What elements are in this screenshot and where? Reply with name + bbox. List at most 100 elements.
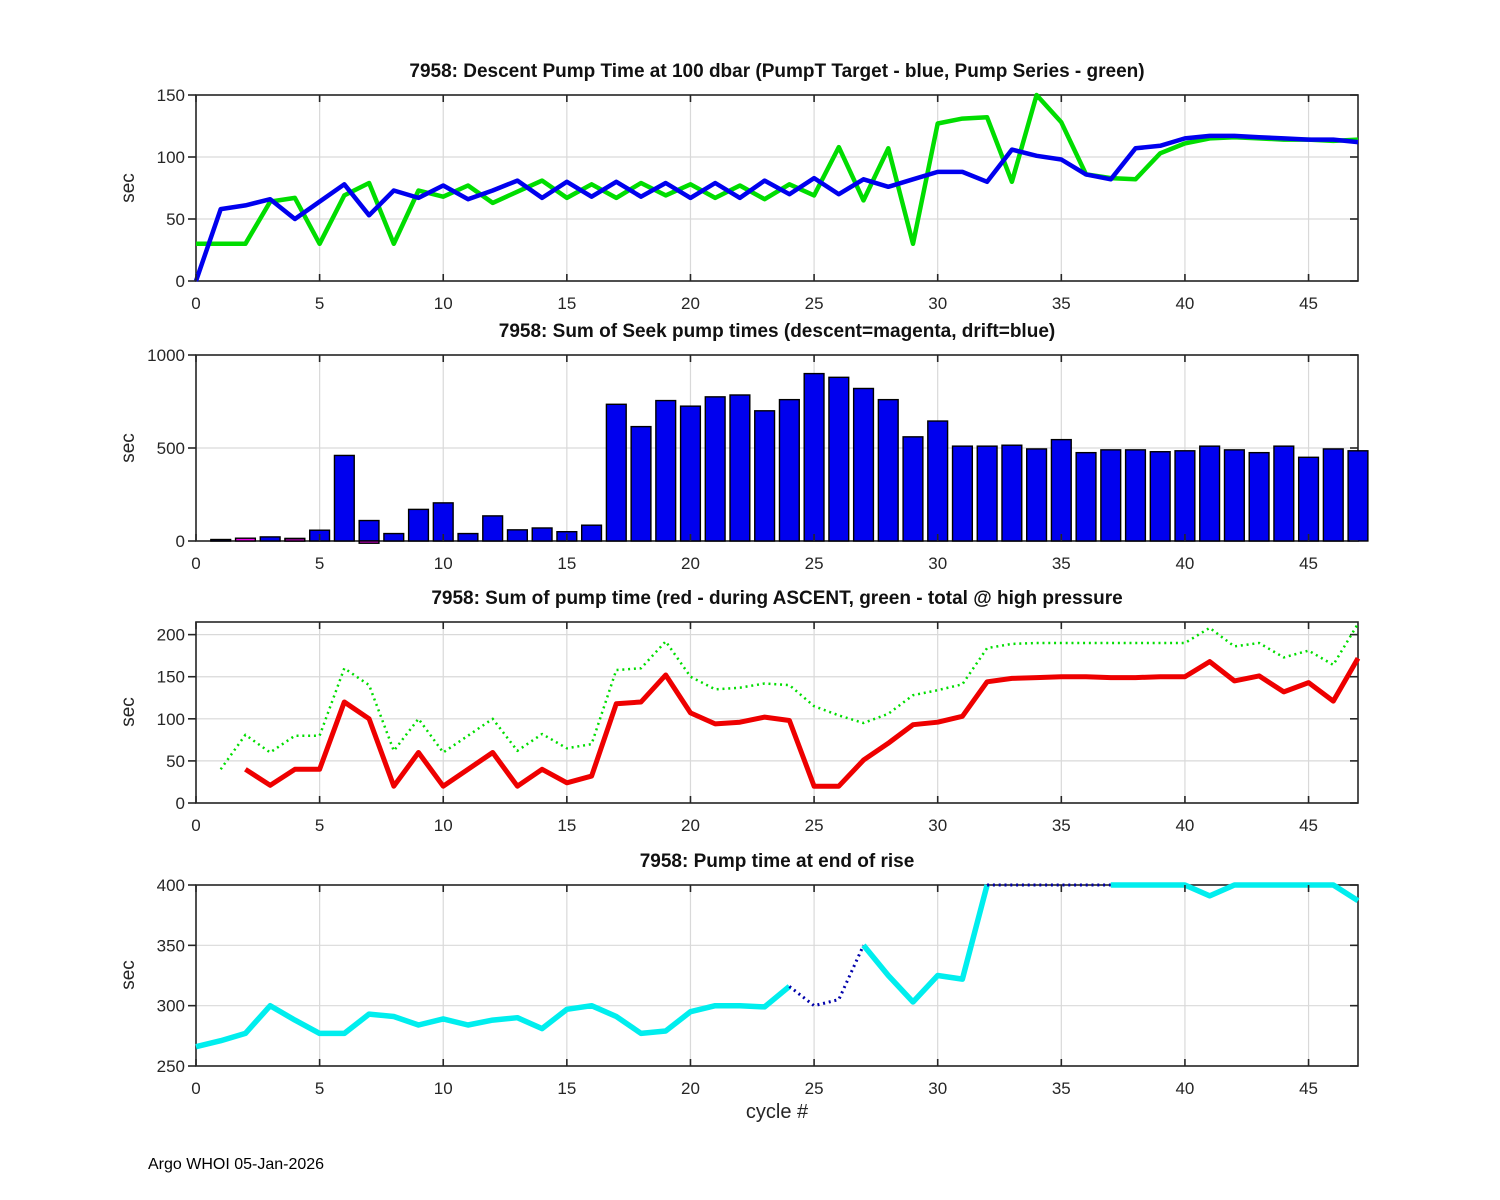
x-tick-label: 40: [1175, 554, 1194, 573]
x-tick-label: 45: [1299, 554, 1318, 573]
chart-3-title: 7958: Sum of pump time (red - during ASC…: [431, 588, 1123, 609]
x-tick-label: 0: [191, 1079, 200, 1098]
y-tick-label: 150: [157, 86, 185, 105]
x-tick-label: 25: [805, 554, 824, 573]
chart-2-title: 7958: Sum of Seek pump times (descent=ma…: [498, 321, 1056, 342]
y-tick-label: 1000: [147, 346, 185, 365]
drift-bars: [1223, 449, 1245, 542]
chart-4-title: 7958: Pump time at end of rise: [639, 851, 915, 872]
x-tick-label: 5: [315, 816, 324, 835]
drift-bars: [1026, 448, 1048, 542]
drift-bars: [1124, 449, 1147, 542]
x-tick-label: 45: [1299, 294, 1318, 313]
axes-box: [195, 884, 1359, 1067]
end-rise-solid-3: [1110, 882, 1360, 904]
pump-time-sum-chart: 0 5 10 15 20 25 30 35 40 45 0 50 100 150 200: [157, 621, 1361, 835]
drift-bars: [457, 532, 479, 542]
drift-bars: [333, 454, 355, 542]
x-tick-label: 20: [681, 554, 700, 573]
y-tick-label: 100: [157, 148, 185, 167]
drift-bars: [877, 398, 899, 542]
x-tick-label: 10: [434, 816, 453, 835]
drift-bars: [630, 425, 652, 542]
x-tick-label: 5: [315, 1079, 324, 1098]
drift-bars: [1297, 456, 1320, 542]
x-tick-label: 35: [1052, 1079, 1071, 1098]
y-tick-label: 0: [176, 272, 185, 291]
x-tick-label: 25: [805, 294, 824, 313]
drift-bars: [976, 445, 998, 542]
x-tick-label: 15: [557, 816, 576, 835]
drift-bars: [754, 410, 776, 542]
x-tick-label: 25: [805, 816, 824, 835]
x-tick-label: 40: [1175, 1079, 1194, 1098]
x-tick-label: 30: [928, 1079, 947, 1098]
x-tick-label: 45: [1299, 816, 1318, 835]
high-pressure-total-line: [219, 623, 1360, 771]
drift-bars: [1001, 444, 1023, 542]
x-tick-label: 5: [315, 554, 324, 573]
drift-bars: [729, 394, 751, 542]
drift-bars: [1174, 450, 1196, 542]
x-tick-label: 35: [1052, 554, 1071, 573]
x-tick-label: 5: [315, 294, 324, 313]
x-tick-label: 35: [1052, 816, 1071, 835]
y-tick-label: 300: [157, 997, 185, 1016]
x-tick-label: 25: [805, 1079, 824, 1098]
drift-bars: [704, 396, 726, 542]
drift-bars: [1248, 451, 1270, 542]
descent-bars: [358, 540, 380, 544]
drift-bars: [1149, 451, 1171, 542]
pumpt-target-line: [193, 133, 1359, 282]
drift-bars: [1273, 445, 1295, 542]
pump-series-line: [196, 92, 1359, 247]
seek-pump-times-chart: 0 5 10 15 20 25 30 35 40 45 0 500 1000: [147, 346, 1369, 573]
figure-footer: Argo WHOI 05-Jan-2026: [148, 1156, 325, 1173]
x-tick-label: 0: [191, 554, 200, 573]
x-tick-label: 40: [1175, 294, 1194, 313]
drift-bars: [407, 508, 430, 542]
drift-bars: [927, 420, 949, 542]
x-tick-label: 15: [557, 554, 576, 573]
end-rise-solid-2: [861, 884, 990, 1005]
drift-bars: [679, 405, 702, 542]
x-tick-label: 15: [557, 294, 576, 313]
drift-bars: [1347, 450, 1369, 542]
x-tick-label: 20: [681, 816, 700, 835]
descent-pump-time-chart: 0 5 10 15 20 25 30 35 40 45 0 50 100 150: [157, 86, 1359, 313]
x-tick-label: 40: [1175, 816, 1194, 835]
axes-box: [195, 94, 1359, 282]
end-of-rise-chart: 0 5 10 15 20 25 30 35 40 45 250 300 350 400: [157, 876, 1360, 1098]
drift-bars: [1322, 448, 1344, 542]
x-tick-label: 10: [434, 1079, 453, 1098]
drift-bars: [1199, 445, 1221, 542]
y-tick-label: 250: [157, 1057, 185, 1076]
drift-bars: [778, 398, 800, 542]
y-tick-label: 200: [157, 626, 185, 645]
x-tick-label: 30: [928, 294, 947, 313]
y-tick-label: 50: [166, 210, 185, 229]
drift-bars: [210, 538, 232, 542]
drift-bars: [531, 527, 553, 542]
end-rise-dotted-1: [788, 944, 865, 1008]
y-tick-label: 0: [176, 532, 185, 551]
drift-bars: [259, 536, 281, 542]
drift-bars: [358, 519, 380, 542]
x-tick-label: 20: [681, 294, 700, 313]
y-tick-label: 0: [176, 794, 185, 813]
y-tick-label: 350: [157, 936, 185, 955]
drift-bars: [1050, 438, 1072, 542]
drift-bars: [852, 387, 875, 542]
drift-bars: [506, 529, 528, 542]
drift-bars: [383, 532, 405, 542]
x-tick-label: 30: [928, 816, 947, 835]
y-tick-label: 500: [157, 439, 185, 458]
x-tick-label: 30: [928, 554, 947, 573]
ascent-pump-line: [244, 656, 1361, 789]
drift-bars: [902, 436, 924, 542]
drift-bars: [1075, 451, 1097, 542]
descent-bars: [284, 538, 306, 542]
drift-bars: [951, 445, 974, 542]
x-tick-label: 45: [1299, 1079, 1318, 1098]
